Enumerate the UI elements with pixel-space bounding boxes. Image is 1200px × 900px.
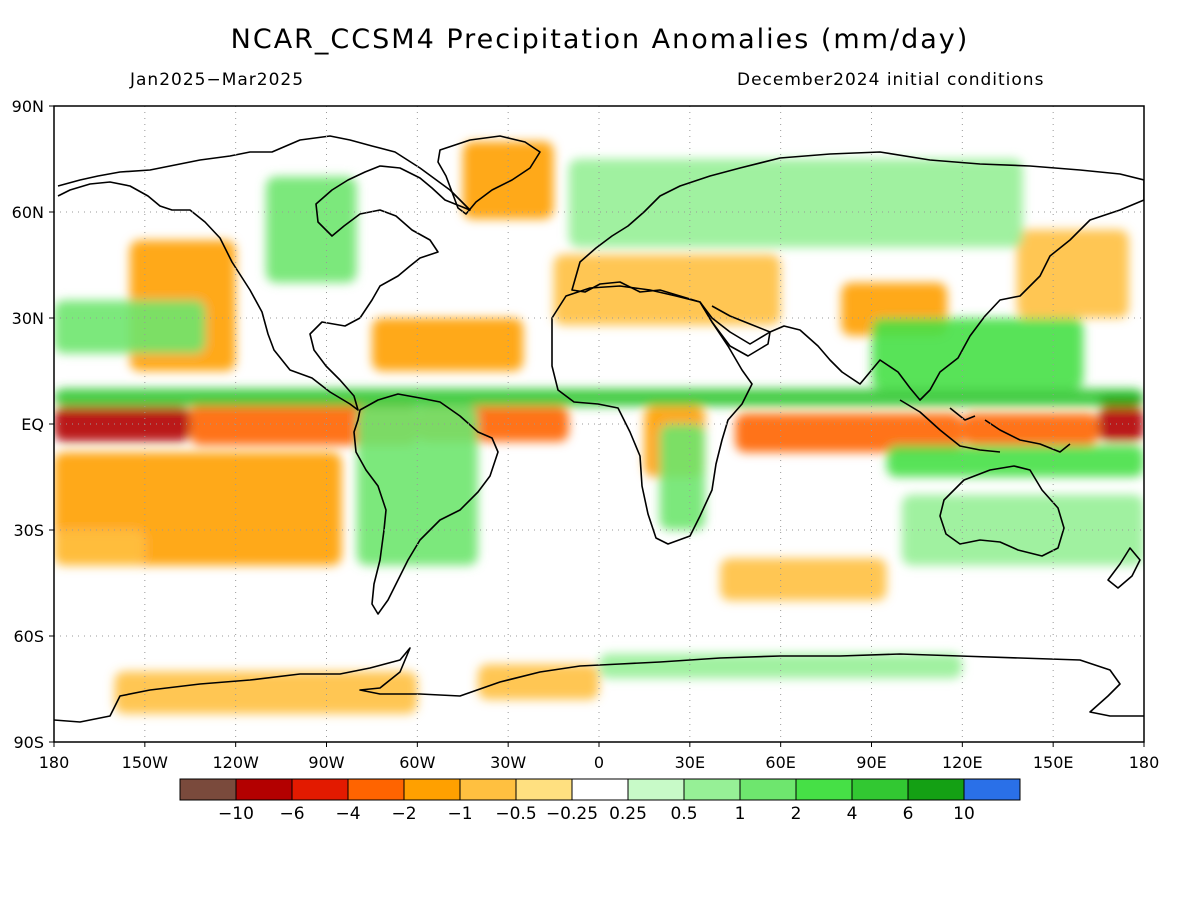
anomaly-region [54,388,1144,407]
coastline-africa [551,285,753,545]
colorbar-label: −6 [279,804,304,824]
plot-area [53,105,1145,743]
coastline-south-america [353,393,499,615]
longitude-label: 60W [399,753,435,772]
colorbar-swatch [403,778,461,801]
colorbar-swatch [347,778,405,801]
coastline-australia [939,465,1065,557]
anomaly-region [553,254,781,326]
colorbar-label: 2 [791,804,802,824]
latitude-tick-labels: 90N 60N 30N EQ 30S 60S 90S [12,97,54,752]
anomaly-region [371,318,524,371]
colorbar-swatch [515,778,573,801]
coastline-maritime-continent [899,399,1071,453]
longitude-label: 120E [942,753,983,772]
colorbar-label: −1 [447,804,472,824]
forecast-period: Jan2025−Mar2025 [130,70,305,90]
latitude-label: 60S [13,627,44,646]
anomaly-region [568,159,1023,248]
anomaly-region [462,141,554,220]
latitude-label: 60N [12,203,44,222]
longitude-label: 120W [212,753,259,772]
anomaly-region [114,671,418,714]
colorbar-swatch [235,778,293,801]
anomaly-region [901,494,1144,566]
anomaly-region [886,445,1144,477]
latitude-label: 30N [12,309,44,328]
anomaly-region [720,558,887,601]
anomaly-region [735,413,963,453]
anomaly-region [599,653,963,679]
colorbar-swatch [683,778,741,801]
anomaly-region [265,176,357,283]
longitude-label: 150W [122,753,169,772]
colorbar-label: −10 [218,804,254,824]
longitude-label: 180 [1129,753,1160,772]
coastline-antarctica [54,647,1144,723]
colorbar-label: 1 [735,804,746,824]
colorbar-label: 0.25 [609,804,647,824]
anomaly-region [659,424,705,530]
anomaly-region [54,530,145,566]
colorbar-label: 10 [953,804,975,824]
coastline-greenland [437,135,541,215]
colorbar-swatch [907,778,965,801]
colorbar-label: 6 [903,804,914,824]
latitude-label: 90N [12,97,44,116]
anomaly-region [1016,229,1129,318]
coastline-eurasia [571,151,1144,401]
anomaly-region [871,318,1084,389]
anomaly-region [477,664,599,700]
latitude-label: EQ [21,415,44,434]
longitude-label: 150E [1033,753,1074,772]
anomaly-field [54,141,1144,714]
longitude-label: 90E [856,753,886,772]
longitude-label: 0 [594,753,604,772]
map-title: NCAR_CCSM4 Precipitation Anomalies (mm/d… [230,24,970,55]
colorbar-label: −4 [335,804,360,824]
coastline-new-zealand [1107,547,1141,589]
colorbar-labels: −10 −6 −4 −2 −1 −0.5 −0.25 0.25 0.5 1 2 4 6 10 [218,804,975,824]
anomaly-region [54,406,191,442]
colorbar-swatch [459,778,517,801]
colorbar-label: −0.5 [495,804,536,824]
coastline-arabia [699,301,771,357]
colorbar-swatch [179,778,237,801]
anomaly-region [54,300,206,354]
longitude-label: 90W [308,753,344,772]
anomaly-region [356,406,478,566]
anomaly-region [1098,406,1144,442]
colorbar-swatch [963,778,1021,801]
colorbar-label: −2 [391,804,416,824]
colorbar-swatch [571,778,629,801]
colorbar-label: −0.25 [546,804,598,824]
colorbar-label: 4 [847,804,858,824]
longitude-label: 30W [490,753,526,772]
latitude-label: 30S [13,521,44,540]
longitude-tick-labels: 180 150W 120W 90W 60W 30W 0 30E 60E 90E 120E 150E 18… [39,742,1160,772]
colorbar-label: 0.5 [670,804,697,824]
coastlines [54,135,1144,723]
graticule [54,106,1144,742]
longitude-label: 60E [765,753,795,772]
colorbar-swatch [795,778,853,801]
longitude-label: 30E [675,753,705,772]
longitude-label: 180 [39,753,70,772]
initial-conditions-label: December2024 initial conditions [737,70,1045,90]
latitude-label: 90S [13,733,44,752]
colorbar-swatch [627,778,685,801]
colorbar [179,778,1021,801]
anomaly-region [962,413,1099,446]
anomaly-region [1098,395,1144,407]
colorbar-swatch [739,778,797,801]
coastline-north-america [57,135,471,411]
colorbar-swatch [851,778,909,801]
colorbar-swatch [291,778,349,801]
